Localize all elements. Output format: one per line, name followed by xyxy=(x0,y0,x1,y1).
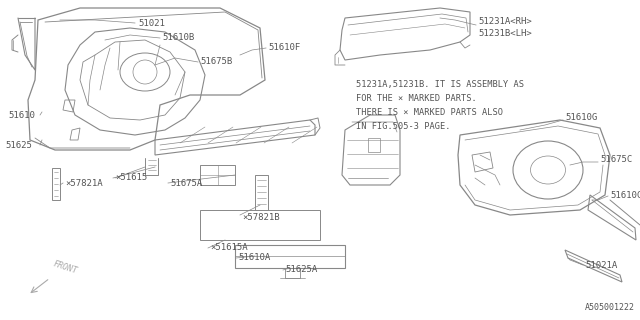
Text: IN FIG.505-3 PAGE.: IN FIG.505-3 PAGE. xyxy=(356,122,451,131)
Text: 51610G: 51610G xyxy=(565,114,597,123)
Text: 51675A: 51675A xyxy=(170,179,202,188)
Text: ×51615: ×51615 xyxy=(115,173,147,182)
Text: 51610F: 51610F xyxy=(268,44,300,52)
Text: 51610B: 51610B xyxy=(162,34,195,43)
Text: 51231A<RH>: 51231A<RH> xyxy=(478,18,532,27)
Text: 51231A,51231B. IT IS ASSEMBLY AS: 51231A,51231B. IT IS ASSEMBLY AS xyxy=(356,80,524,89)
Text: FOR THE × MARKED PARTS.: FOR THE × MARKED PARTS. xyxy=(356,94,477,103)
Text: 51231B<LH>: 51231B<LH> xyxy=(478,28,532,37)
Text: THERE IS × MARKED PARTS ALSO: THERE IS × MARKED PARTS ALSO xyxy=(356,108,503,117)
Text: 51675C: 51675C xyxy=(600,156,632,164)
Text: A505001222: A505001222 xyxy=(585,303,635,312)
Text: ×57821A: ×57821A xyxy=(65,179,102,188)
Text: 51610C: 51610C xyxy=(610,190,640,199)
Text: FRONT: FRONT xyxy=(52,260,79,276)
Text: ×57821B: ×57821B xyxy=(242,213,280,222)
Text: 51021: 51021 xyxy=(138,19,165,28)
Text: 51625: 51625 xyxy=(5,140,32,149)
Text: 51675B: 51675B xyxy=(200,58,232,67)
Text: 51625A: 51625A xyxy=(285,266,317,275)
Text: 51021A: 51021A xyxy=(585,260,617,269)
Text: ×51615A: ×51615A xyxy=(210,244,248,252)
Text: 51610: 51610 xyxy=(8,110,35,119)
Text: 51610A: 51610A xyxy=(238,253,270,262)
